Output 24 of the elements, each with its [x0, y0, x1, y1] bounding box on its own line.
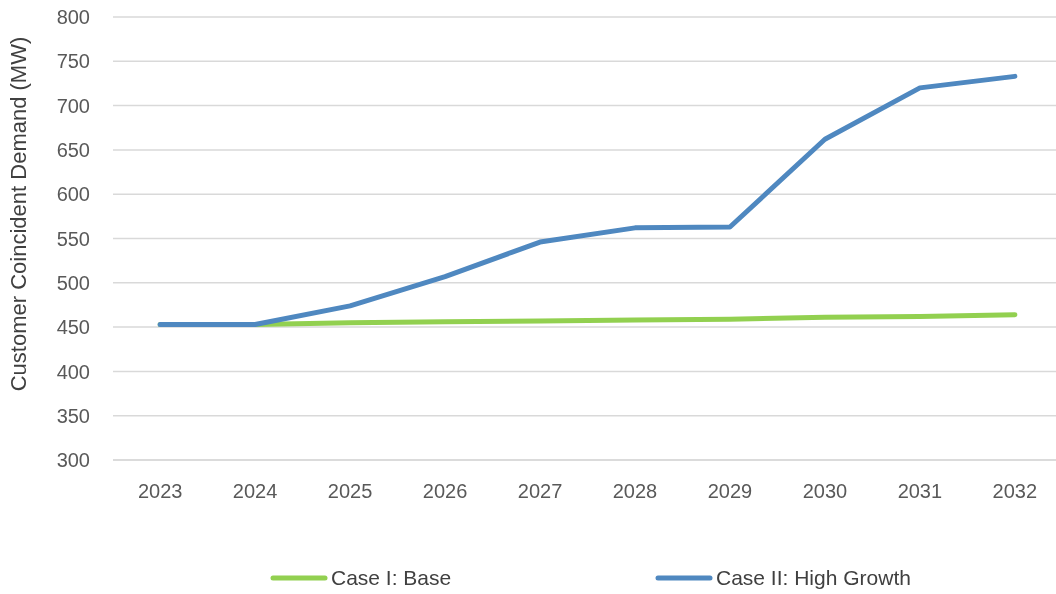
y-tick-label: 400: [56, 360, 90, 383]
x-tick-label: 2029: [707, 480, 753, 503]
x-tick-label: 2030: [802, 480, 848, 503]
x-tick-label: 2031: [897, 480, 943, 503]
y-tick-label: 550: [56, 227, 90, 250]
y-tick-label: 750: [56, 50, 90, 73]
y-tick-label: 600: [56, 183, 90, 206]
x-tick-label: 2025: [327, 480, 373, 503]
y-tick-label: 450: [56, 316, 90, 339]
y-tick-label: 350: [56, 404, 90, 427]
legend-label: Case I: Base: [331, 566, 452, 590]
x-tick-label: 2027: [517, 480, 563, 503]
x-tick-label: 2026: [422, 480, 468, 503]
y-tick-label: 800: [56, 6, 90, 29]
y-tick-label: 500: [56, 271, 90, 294]
x-tick-label: 2023: [137, 480, 183, 503]
x-tick-label: 2028: [612, 480, 658, 503]
x-tick-label: 2024: [232, 480, 278, 503]
y-tick-label: 650: [56, 139, 90, 161]
y-tick-label: 700: [56, 94, 90, 117]
x-tick-label: 2032: [992, 480, 1038, 503]
y-axis-title: Customer Coincident Demand (MW): [5, 36, 31, 392]
y-tick-label: 300: [56, 449, 90, 472]
legend-label: Case II: High Growth: [716, 566, 911, 590]
